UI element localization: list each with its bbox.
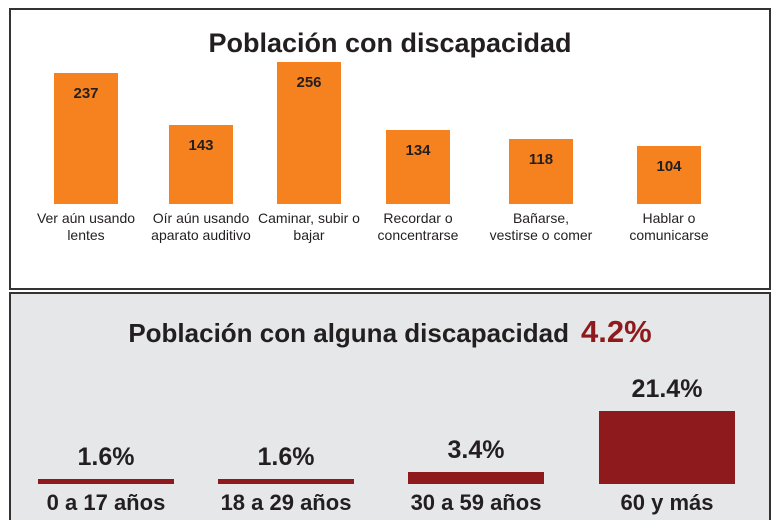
category-label: Ver aún usando lentes [36,210,136,243]
bar [169,124,233,204]
value-label: 21.4% [631,375,703,403]
category-label: Caminar, subir o bajar [258,210,360,243]
value-label: 143 [188,136,214,154]
bar [599,411,735,484]
bar [386,129,450,204]
value-label: 3.4% [447,436,505,465]
bar [637,146,701,204]
bar [408,472,544,484]
chart-title: Población con alguna discapacidad 4.2% [11,314,769,350]
category-label: 18 a 29 años [220,490,352,515]
value-label: 104 [656,158,682,176]
value-label: 237 [73,84,99,102]
category-label: 0 a 17 años [46,490,166,515]
category-label: Recordar o concentrarse [377,210,459,243]
bar [277,62,341,204]
value-label: 256 [296,74,322,91]
category-label: 60 y más [620,490,714,515]
bottom-panel: Población con alguna discapacidad 4.2% 1.… [9,292,771,520]
title-text: Población con alguna discapacidad [128,318,569,348]
category-label: Bañarse, vestirse o comer [489,210,593,243]
value-label: 1.6% [77,442,135,471]
value-label: 134 [405,141,431,159]
category-label: Hablar o comunicarse [629,210,709,243]
chart-title: Población con discapacidad [208,28,572,58]
annotation: 4.2% [580,314,652,349]
bar [54,72,118,204]
category-label: Oír aún usando aparato auditivo [151,210,251,243]
bar [38,478,174,484]
bar [509,138,573,204]
value-label: 1.6% [257,442,315,471]
value-label: 118 [528,150,554,168]
top-panel: Población con discapacidad 237 Ver aún us… [9,8,771,290]
bar [218,478,354,484]
category-label: 30 a 59 años [410,490,542,515]
